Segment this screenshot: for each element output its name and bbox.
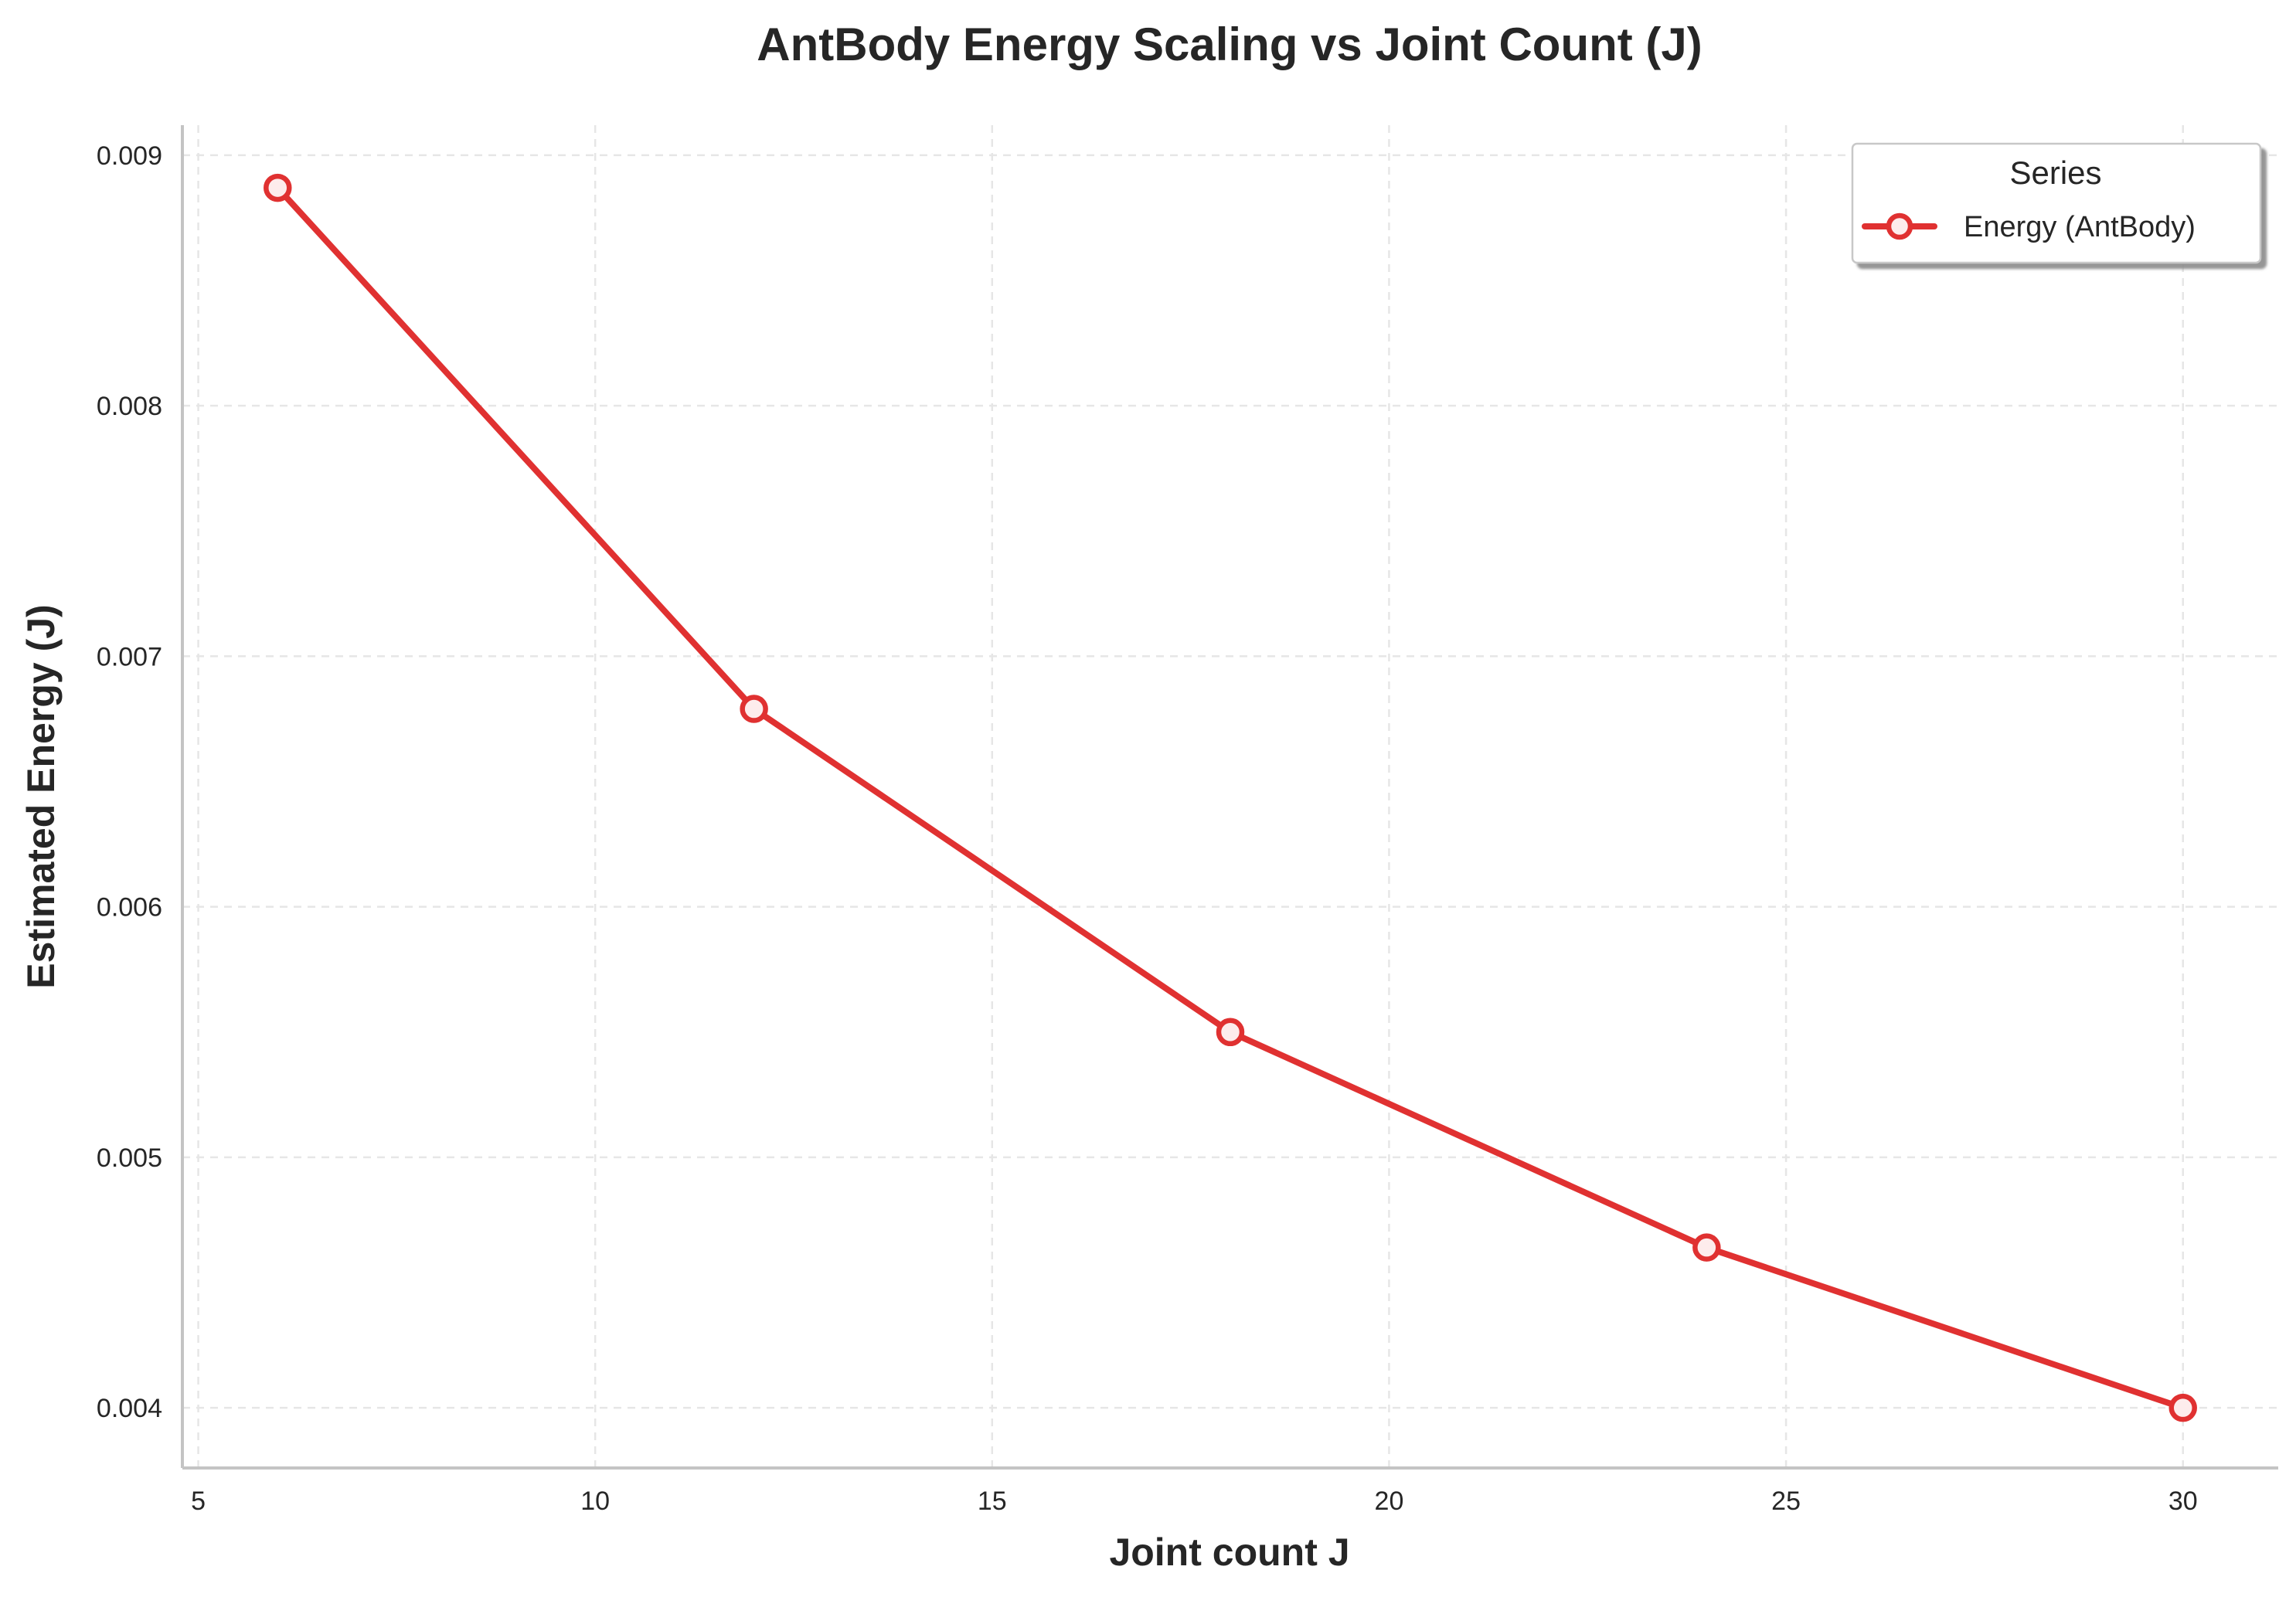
y-tick-label: 0.009 bbox=[97, 141, 162, 171]
data-point[interactable] bbox=[1216, 1018, 1245, 1047]
y-tick-label: 0.005 bbox=[97, 1143, 162, 1173]
x-tick-label: 20 bbox=[1375, 1487, 1404, 1516]
legend[interactable]: Series Energy (AntBody) bbox=[1851, 142, 2262, 264]
y-axis-label: Estimated Energy (J) bbox=[19, 604, 63, 988]
y-tick-label: 0.008 bbox=[97, 392, 162, 421]
data-point[interactable] bbox=[2168, 1393, 2197, 1422]
legend-marker-swatch bbox=[1886, 212, 1913, 240]
y-tick-label: 0.004 bbox=[97, 1394, 162, 1423]
legend-title: Series bbox=[2009, 155, 2101, 191]
x-tick-label: 25 bbox=[1771, 1487, 1801, 1516]
data-point[interactable] bbox=[740, 695, 768, 723]
y-tick-label: 0.006 bbox=[97, 893, 162, 923]
chart-title: AntBody Energy Scaling vs Joint Count (J… bbox=[757, 19, 1702, 70]
x-tick-label: 15 bbox=[978, 1487, 1007, 1516]
data-point[interactable] bbox=[264, 173, 292, 202]
axes-spines bbox=[181, 125, 2278, 1470]
grid-lines bbox=[182, 125, 2278, 1468]
y-tick-label: 0.007 bbox=[97, 642, 162, 671]
series-line bbox=[274, 185, 2186, 1412]
data-point[interactable] bbox=[1692, 1233, 1721, 1262]
x-tick-label: 5 bbox=[191, 1487, 206, 1516]
legend-label: Energy (AntBody) bbox=[1964, 211, 2196, 243]
x-axis-ticks: 5 10 15 20 25 30 bbox=[191, 1487, 2198, 1516]
x-tick-label: 10 bbox=[580, 1487, 610, 1516]
y-axis-ticks: 0.004 0.005 0.006 0.007 0.008 0.009 bbox=[97, 141, 162, 1423]
x-axis-label: Joint count J bbox=[1109, 1531, 1349, 1574]
x-tick-label: 30 bbox=[2168, 1487, 2198, 1516]
legend-box bbox=[1851, 142, 2262, 264]
series-layer bbox=[264, 173, 2197, 1422]
